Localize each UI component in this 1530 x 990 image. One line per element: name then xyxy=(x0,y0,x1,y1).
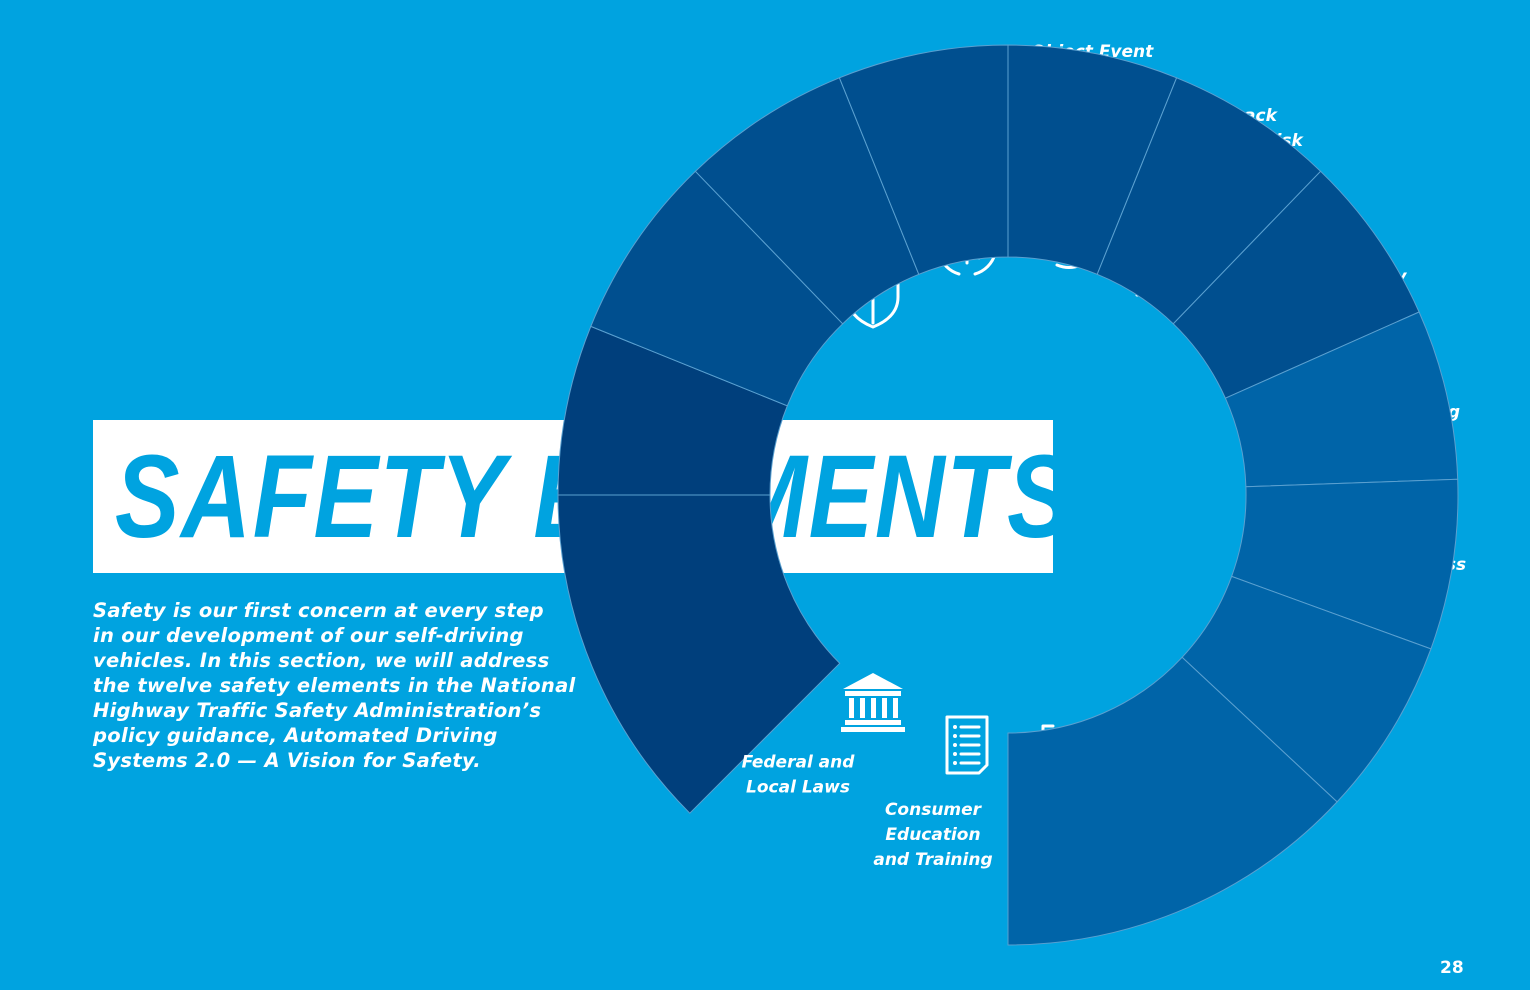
segment-federal-and-local-laws xyxy=(1007,656,1338,946)
segment-system-safety xyxy=(557,494,841,814)
government-building-icon xyxy=(841,673,905,732)
intro-line: Systems 2.0 — A Vision for Safety. xyxy=(93,749,481,772)
segment-label-federal-and-local-laws: Federal and Local Laws xyxy=(742,753,856,798)
intro-paragraph: Safety is our first concern at every ste… xyxy=(93,598,613,773)
intro-line: in our development of our self-driving xyxy=(93,624,524,647)
intro-line: the twelve safety elements in the Nation… xyxy=(93,674,576,697)
segment-label-line: Local Laws xyxy=(746,778,850,798)
intro-line: policy guidance, Automated Driving xyxy=(93,724,498,747)
segment-label-line: Federal and xyxy=(742,753,856,773)
intro-line: Highway Traffic Safety Administration’s xyxy=(93,699,542,722)
segment-label-consumer-education-and-training: Consumer Education and Training xyxy=(873,800,992,870)
segment-label-line: and Training xyxy=(873,850,992,870)
document-icon xyxy=(945,715,989,775)
intro-line: Safety is our first concern at every ste… xyxy=(93,599,544,622)
intro-line: vehicles. In this section, we will addre… xyxy=(93,649,550,672)
segment-label-line: Consumer xyxy=(885,800,983,820)
segment-label-line: Education xyxy=(885,825,980,845)
page-number: 28 xyxy=(1440,958,1464,978)
